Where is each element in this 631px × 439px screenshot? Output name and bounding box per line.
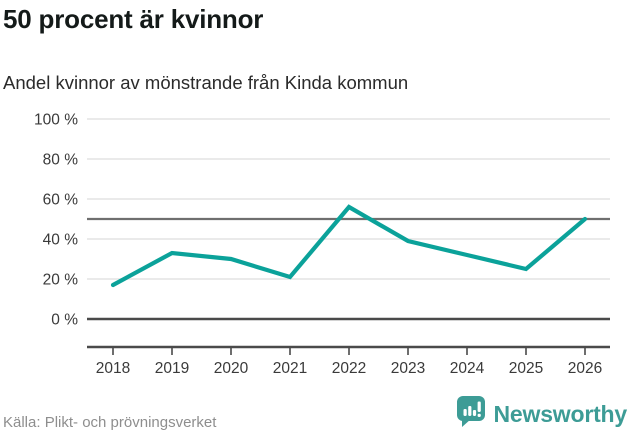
- x-tick-label: 2023: [391, 360, 425, 377]
- logo-exclamation-dot: [477, 413, 481, 417]
- x-tick-label: 2026: [568, 360, 602, 377]
- y-tick-label: 20 %: [43, 272, 79, 289]
- logo-bubble-tail: [461, 419, 471, 427]
- newsworthy-wordmark: Newsworthy: [493, 400, 628, 427]
- y-tick-label: 0 %: [51, 312, 78, 329]
- x-tick-label: 2020: [214, 360, 249, 377]
- x-tick-label: 2024: [450, 360, 485, 377]
- y-tick-label: 100 %: [34, 112, 78, 129]
- source-note: Källa: Plikt- och prövningsverket: [3, 414, 217, 431]
- logo-bar: [472, 410, 476, 416]
- newsworthy-chart-bubble-icon: [456, 395, 487, 433]
- y-tick-label: 60 %: [43, 192, 79, 209]
- newsworthy-logo: Newsworthy: [456, 395, 631, 437]
- y-tick-label: 40 %: [43, 232, 79, 249]
- logo-bar: [463, 409, 467, 416]
- logo-bar: [467, 406, 471, 416]
- chart-title: 50 procent är kvinnor: [3, 4, 264, 34]
- data-line-andel-kvinnor: [110, 204, 588, 288]
- x-tick-label: 2025: [509, 360, 543, 377]
- chart-subtitle: Andel kvinnor av mönstrande från Kinda k…: [3, 72, 409, 93]
- line-chart-svg: 0 % 20 % 40 % 60 % 80 % 100 % 2018 2019 2020 2021…: [34, 112, 610, 377]
- line-chart: 0 % 20 % 40 % 60 % 80 % 100 % 2018 2019 2020 2021…: [0, 103, 631, 391]
- x-tick-label: 2021: [273, 360, 307, 377]
- chart-footer: Källa: Plikt- och prövningsverket Newswo…: [0, 395, 631, 437]
- x-tick-label: 2022: [332, 360, 366, 377]
- y-tick-label: 80 %: [43, 152, 79, 169]
- x-tick-label: 2018: [96, 360, 130, 377]
- x-tick-label: 2019: [155, 360, 189, 377]
- logo-exclamation-stem: [477, 401, 481, 412]
